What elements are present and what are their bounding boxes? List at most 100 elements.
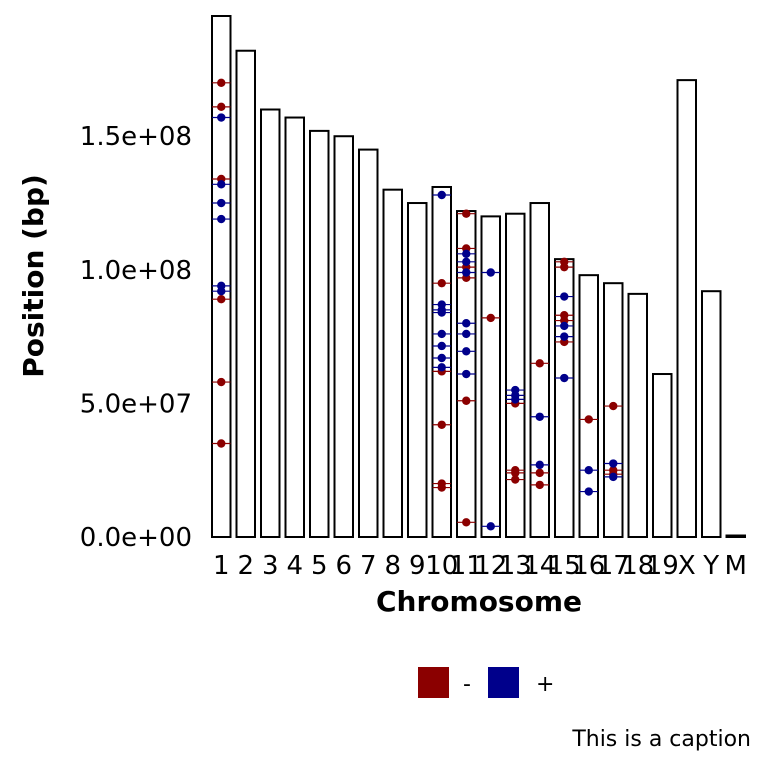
point-plus-chr-11-14 — [457, 249, 476, 258]
x-tick-label-chr-12: 12 — [474, 551, 507, 581]
x-tick-label-chr-14: 14 — [523, 551, 556, 581]
point-minus-chr-1-4 — [212, 377, 231, 387]
point-plus-chr-1-3 — [212, 214, 231, 224]
legend-swatch-plus — [488, 667, 519, 698]
x-tick-label-chr-10: 10 — [425, 551, 458, 581]
chromosome-bars — [211, 15, 746, 539]
point-plus-chr-1-5 — [212, 286, 231, 296]
point-plus-chr-10-6 — [432, 190, 451, 200]
y-tick-label: 1.0e+08 — [80, 256, 192, 286]
point-plus-chr-1-1 — [212, 180, 231, 189]
point-plus-chr-1-0 — [212, 113, 231, 122]
x-tick-label-chr-X: X — [678, 551, 696, 581]
point-plus-chr-11-15 — [457, 257, 476, 267]
y-tick-label: 0.0e+00 — [80, 523, 192, 553]
bar-chr-5 — [309, 129, 330, 538]
bar-chr-1 — [211, 15, 232, 538]
point-minus-chr-1-1 — [212, 102, 231, 112]
point-minus-chr-11-16 — [457, 518, 476, 527]
point-plus-chr-14-27 — [530, 460, 549, 470]
point-plus-chr-11-18 — [457, 329, 476, 339]
point-plus-chr-17-35 — [604, 472, 623, 482]
bar-chr-M — [725, 534, 746, 538]
point-plus-chr-12-21 — [481, 268, 500, 277]
bar-chr-8 — [382, 188, 403, 538]
legend-label-plus: + — [536, 672, 554, 697]
x-tick-label-chr-15: 15 — [548, 551, 581, 581]
bar-chr-7 — [358, 148, 379, 538]
point-minus-chr-17-31 — [604, 401, 623, 411]
x-tick-label-chr-16: 16 — [572, 551, 605, 581]
point-minus-chr-1-0 — [212, 78, 231, 87]
point-minus-chr-1-3 — [212, 295, 231, 304]
point-plus-chr-11-16 — [457, 268, 476, 277]
bar-chr-19 — [652, 373, 673, 538]
x-tick-label-chr-Y: Y — [702, 551, 719, 581]
legend-label-minus: - — [463, 672, 471, 697]
x-tick-label-chr-18: 18 — [621, 551, 654, 581]
point-plus-chr-16-32 — [579, 466, 598, 475]
point-plus-chr-10-13 — [432, 363, 451, 372]
point-plus-chr-10-10 — [432, 329, 451, 339]
x-tick-label-chr-9: 9 — [409, 551, 426, 581]
point-plus-chr-11-20 — [457, 369, 476, 379]
bar-chr-18 — [627, 292, 648, 538]
point-plus-chr-11-19 — [457, 347, 476, 356]
point-minus-chr-12-17 — [481, 313, 500, 323]
point-minus-chr-15-26 — [555, 262, 574, 272]
bar-chr-4 — [284, 116, 305, 538]
x-tick-label-chr-17: 17 — [597, 551, 630, 581]
point-minus-chr-11-15 — [457, 396, 476, 405]
point-minus-chr-10-10 — [432, 483, 451, 492]
y-tick-label: 5.0e+07 — [80, 389, 192, 419]
point-plus-chr-15-29 — [555, 321, 574, 331]
bar-chr-15 — [554, 258, 575, 538]
bar-chr-13 — [505, 212, 526, 539]
point-minus-chr-1-5 — [212, 439, 231, 448]
point-plus-chr-16-33 — [579, 487, 598, 496]
y-axis-title: Position (bp) — [17, 174, 50, 378]
point-plus-chr-10-9 — [432, 308, 451, 317]
caption: This is a caption — [571, 727, 751, 752]
strand-points — [212, 78, 623, 531]
x-tick-label-chr-19: 19 — [646, 551, 679, 581]
point-plus-chr-13-25 — [506, 395, 525, 404]
bar-chr-14 — [529, 202, 550, 538]
bar-chr-X — [676, 79, 697, 539]
bar-chr-3 — [260, 108, 281, 538]
bar-chr-16 — [578, 274, 599, 538]
x-tick-label-chr-7: 7 — [360, 551, 377, 581]
bar-chr-2 — [235, 49, 256, 538]
point-plus-chr-17-34 — [604, 459, 623, 468]
point-minus-chr-13-20 — [506, 468, 525, 478]
point-plus-chr-1-2 — [212, 198, 231, 208]
x-tick-label-chr-8: 8 — [384, 551, 401, 581]
legend: - + — [418, 667, 554, 698]
point-minus-chr-10-6 — [432, 278, 451, 288]
point-plus-chr-10-12 — [432, 353, 451, 363]
legend-swatch-minus — [418, 667, 449, 698]
x-tick-label-chr-6: 6 — [335, 551, 352, 581]
x-tick-label-chr-M: M — [725, 551, 747, 581]
point-minus-chr-11-11 — [457, 209, 476, 218]
x-axis-title: Chromosome — [376, 585, 582, 618]
x-tick-label-chr-3: 3 — [262, 551, 279, 581]
point-plus-chr-14-26 — [530, 412, 549, 421]
x-tick-label-chr-13: 13 — [499, 551, 532, 581]
y-axis-ticks: 0.0e+00 5.0e+07 1.0e+08 1.5e+08 — [80, 122, 192, 553]
bar-chr-12 — [480, 215, 501, 538]
bar-chr-6 — [333, 135, 354, 538]
point-plus-chr-10-11 — [432, 341, 451, 351]
point-minus-chr-14-22 — [530, 359, 549, 368]
point-minus-chr-14-23 — [530, 468, 549, 478]
x-tick-label-chr-11: 11 — [450, 551, 483, 581]
y-tick-label: 1.5e+08 — [80, 122, 192, 152]
point-plus-chr-15-31 — [555, 373, 574, 383]
point-plus-chr-12-22 — [481, 522, 500, 531]
bar-chr-Y — [701, 290, 722, 538]
x-tick-label-chr-2: 2 — [237, 551, 254, 581]
x-tick-label-chr-1: 1 — [213, 551, 230, 581]
x-tick-label-chr-5: 5 — [311, 551, 328, 581]
